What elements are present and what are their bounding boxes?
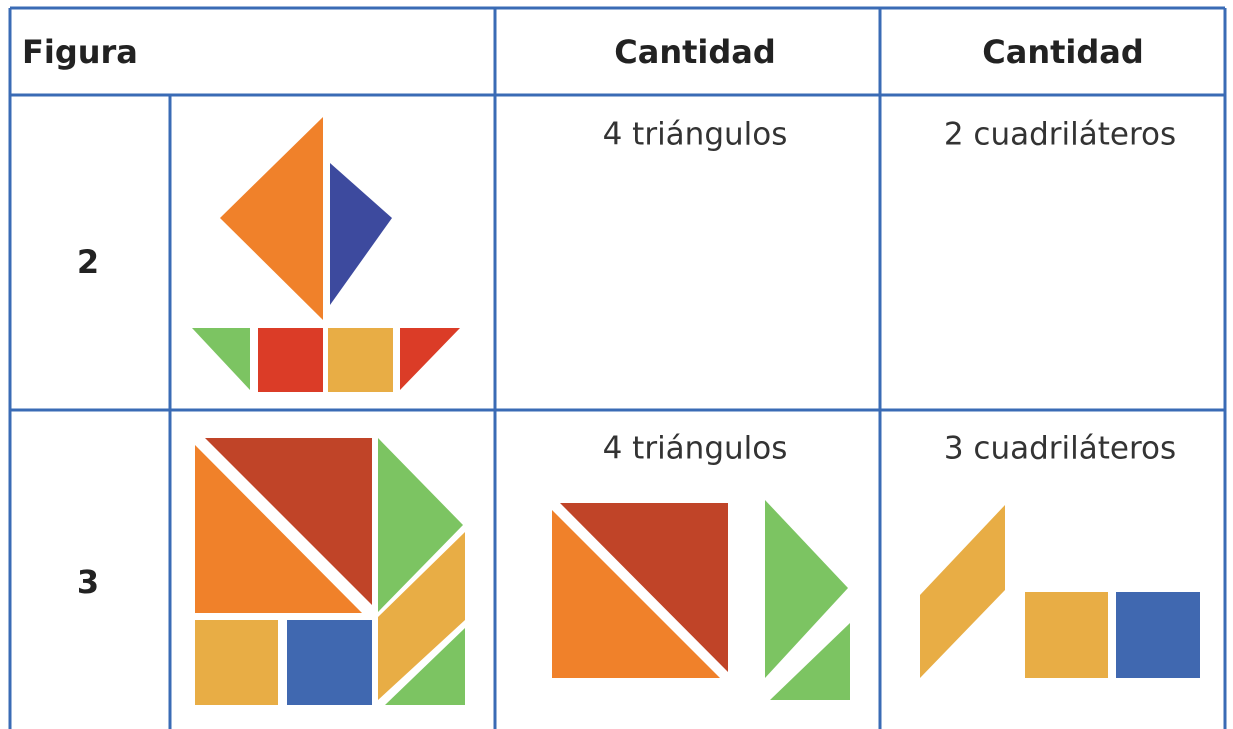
figure-boat xyxy=(192,117,460,392)
header-cell: Cantidad xyxy=(982,33,1144,71)
triangle-count: 4 triángulos xyxy=(603,117,788,153)
table-borders xyxy=(8,6,1227,729)
quad-count: 2 cuadriláteros xyxy=(944,117,1176,153)
quad-count: 3 cuadriláteros xyxy=(944,431,1176,467)
triangle-pieces xyxy=(552,500,850,700)
row-label: 3 xyxy=(77,563,99,601)
figure-square xyxy=(195,438,465,705)
header-cell: Cantidad xyxy=(614,33,776,71)
triangle-count: 4 triángulos xyxy=(603,431,788,467)
quad-pieces xyxy=(920,505,1200,678)
row-label: 2 xyxy=(77,243,99,281)
header-cell: Figura xyxy=(22,33,138,71)
